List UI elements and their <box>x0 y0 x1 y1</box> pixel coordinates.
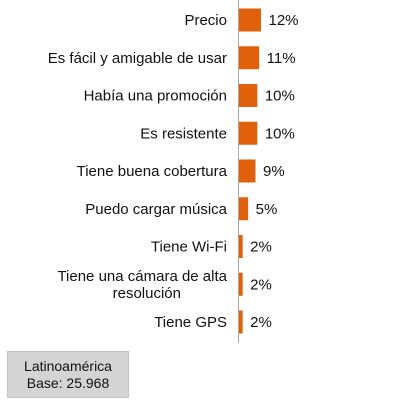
data-label: 10% <box>265 125 295 142</box>
bar <box>239 235 243 258</box>
bar <box>239 159 256 183</box>
category-label: Había una promoción <box>84 88 227 105</box>
bar <box>239 46 260 70</box>
base-note: Latinoamérica Base: 25.968 <box>7 351 129 398</box>
data-label: 2% <box>250 314 272 331</box>
category-label: Es fácil y amigable de usar <box>48 50 227 67</box>
bar <box>239 272 243 296</box>
bar <box>239 197 249 221</box>
category-label: Puedo cargar música <box>85 201 227 218</box>
data-label: 12% <box>269 12 299 29</box>
category-label: Precio <box>184 12 227 29</box>
category-label: Tiene una cámara de alta resolución <box>57 268 227 302</box>
category-label: Tiene Wi-Fi <box>151 239 227 256</box>
bar <box>239 8 261 32</box>
data-label: 2% <box>250 276 272 293</box>
category-label: Es resistente <box>140 125 227 142</box>
category-label: Tiene buena cobertura <box>77 163 228 180</box>
data-label: 2% <box>250 239 272 256</box>
data-label: 11% <box>267 50 296 67</box>
category-label: Tiene GPS <box>154 314 227 331</box>
bar-chart: 12% Precio 11% Es fácil y amigable de usar 1… <box>48 0 299 343</box>
bar <box>239 310 243 334</box>
data-label: 5% <box>256 201 278 218</box>
bar <box>239 84 258 107</box>
bar <box>239 121 258 145</box>
base-region-label: Latinoamérica <box>24 358 112 374</box>
data-label: 10% <box>265 88 295 105</box>
base-count-label: Base: 25.968 <box>26 375 110 391</box>
data-label: 9% <box>263 163 285 180</box>
